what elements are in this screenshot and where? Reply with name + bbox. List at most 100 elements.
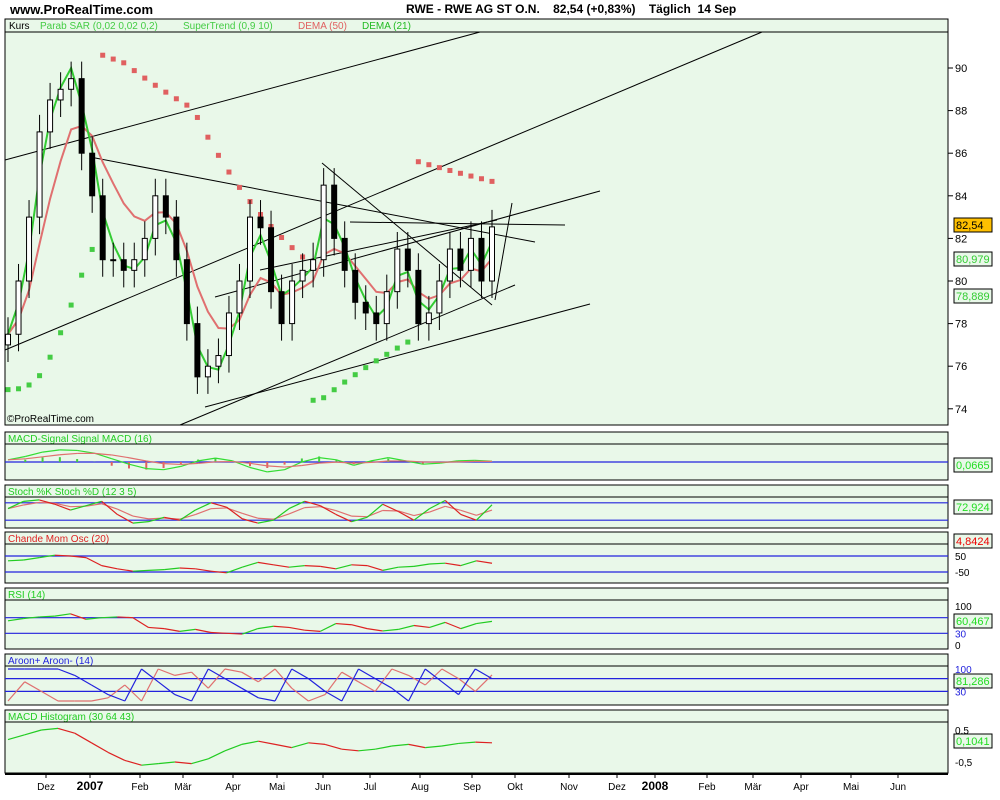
candle-body: [331, 184, 338, 239]
level-label: 0,5: [955, 726, 969, 737]
level-label: -0,5: [955, 758, 973, 769]
level-label: 30: [955, 629, 967, 640]
sar-dot: [142, 75, 148, 81]
candle-body: [173, 216, 180, 261]
y-tick-label: 88: [955, 106, 967, 118]
macd-line: [267, 469, 285, 473]
stoch-k-line: [335, 513, 352, 523]
y-tick-label: 84: [955, 191, 967, 203]
stoch-k-line: [85, 500, 102, 507]
aroon-up-line: [107, 694, 126, 702]
rsi-line: [54, 613, 71, 617]
macd-histogram-line: [324, 743, 342, 750]
x-tick-label: Mai: [843, 782, 859, 793]
x-tick-label: Dez: [37, 782, 55, 793]
rsi-line: [241, 628, 259, 635]
indicator-panel-1[interactable]: [4, 431, 949, 481]
rsi-line: [351, 624, 368, 630]
sar-dot: [331, 387, 337, 393]
candle-body: [383, 291, 390, 325]
macd-line: [163, 465, 181, 471]
chande-line: [460, 560, 477, 567]
indicator-panel-3[interactable]: [4, 531, 949, 584]
candle-body: [478, 237, 485, 282]
sar-dot: [289, 245, 295, 251]
chande-line: [257, 561, 274, 566]
rsi-line: [226, 632, 243, 635]
trendline[interactable]: [179, 284, 516, 426]
aroon-down-line: [241, 671, 259, 683]
value-label-box: [953, 613, 993, 629]
indicator-panel-6[interactable]: [4, 709, 949, 774]
stoch-k-line: [288, 500, 305, 510]
instrument-title: RWE - RWE AG ST O.N. 82,54 (+0,83%) Tägl…: [406, 2, 737, 16]
macd-histogram-line: [74, 732, 92, 744]
macd-histogram-line: [224, 743, 242, 752]
trendline[interactable]: [259, 219, 498, 271]
price-label-last: 82,54: [956, 220, 984, 232]
chande-line: [101, 565, 118, 570]
x-tick-label: Okt: [507, 782, 523, 793]
sar-dot: [384, 351, 390, 357]
candle-body: [457, 248, 464, 271]
signal-line: [180, 462, 199, 466]
rsi-line: [476, 620, 493, 625]
indicator-title: RSI (14): [8, 590, 45, 601]
trendline[interactable]: [321, 162, 493, 306]
aroon-down-line: [308, 694, 326, 702]
signal-line: [353, 461, 372, 464]
indicator-panel-2[interactable]: [4, 484, 949, 529]
sar-dot: [58, 330, 64, 336]
trendline[interactable]: [349, 221, 566, 226]
price-label-supertrend: 78,889: [956, 291, 990, 303]
stoch-k-line: [195, 502, 212, 511]
sar-dot: [321, 395, 327, 401]
stoch-k-line: [101, 500, 118, 515]
price-label-dema21: 80,979: [956, 254, 990, 266]
x-tick-label: Sep: [463, 782, 481, 793]
chande-line: [320, 565, 336, 570]
candle-body: [36, 131, 43, 218]
macd-line: [42, 449, 60, 453]
macd-histogram-line: [41, 727, 59, 731]
stoch-k-line: [116, 513, 134, 524]
value-label-box: [953, 733, 993, 749]
macd-histogram-line: [141, 763, 159, 766]
level-label: -50: [955, 568, 970, 579]
indicator-panel-5[interactable]: [4, 653, 949, 706]
stoch-d-line: [288, 507, 305, 515]
indicator-panel-4[interactable]: [4, 587, 949, 650]
stoch-k-line: [460, 513, 477, 521]
value-label: 4,8424: [956, 536, 990, 548]
signal-line: [42, 454, 60, 458]
macd-line: [370, 457, 389, 462]
sar-dot: [79, 272, 85, 278]
chande-line: [351, 564, 368, 567]
rsi-line: [148, 626, 165, 630]
macd-line: [77, 449, 95, 454]
price-panel[interactable]: [4, 18, 949, 426]
macd-histogram-line: [208, 750, 226, 760]
sar-dot: [100, 52, 106, 58]
signal-line: [301, 462, 320, 467]
chande-line: [85, 557, 102, 567]
stoch-k-line: [382, 503, 399, 513]
signal-line: [370, 460, 389, 464]
sar-dot: [363, 365, 369, 371]
stoch-k-line: [7, 500, 24, 510]
aroon-down-line: [24, 681, 42, 692]
y-tick-label: 80: [955, 276, 967, 288]
trendline[interactable]: [494, 202, 513, 301]
site-logo[interactable]: www.ProRealTime.com: [10, 2, 154, 17]
aroon-down-line: [191, 671, 209, 689]
trendline[interactable]: [204, 303, 591, 408]
trendline[interactable]: [4, 31, 763, 351]
x-tick-label: 2008: [642, 779, 669, 793]
candle-body: [99, 195, 106, 261]
sar-dot: [236, 184, 242, 190]
candle-body: [257, 216, 264, 229]
candle-body: [446, 248, 453, 282]
candle-body: [141, 237, 148, 261]
aroon-down-line: [458, 678, 476, 692]
